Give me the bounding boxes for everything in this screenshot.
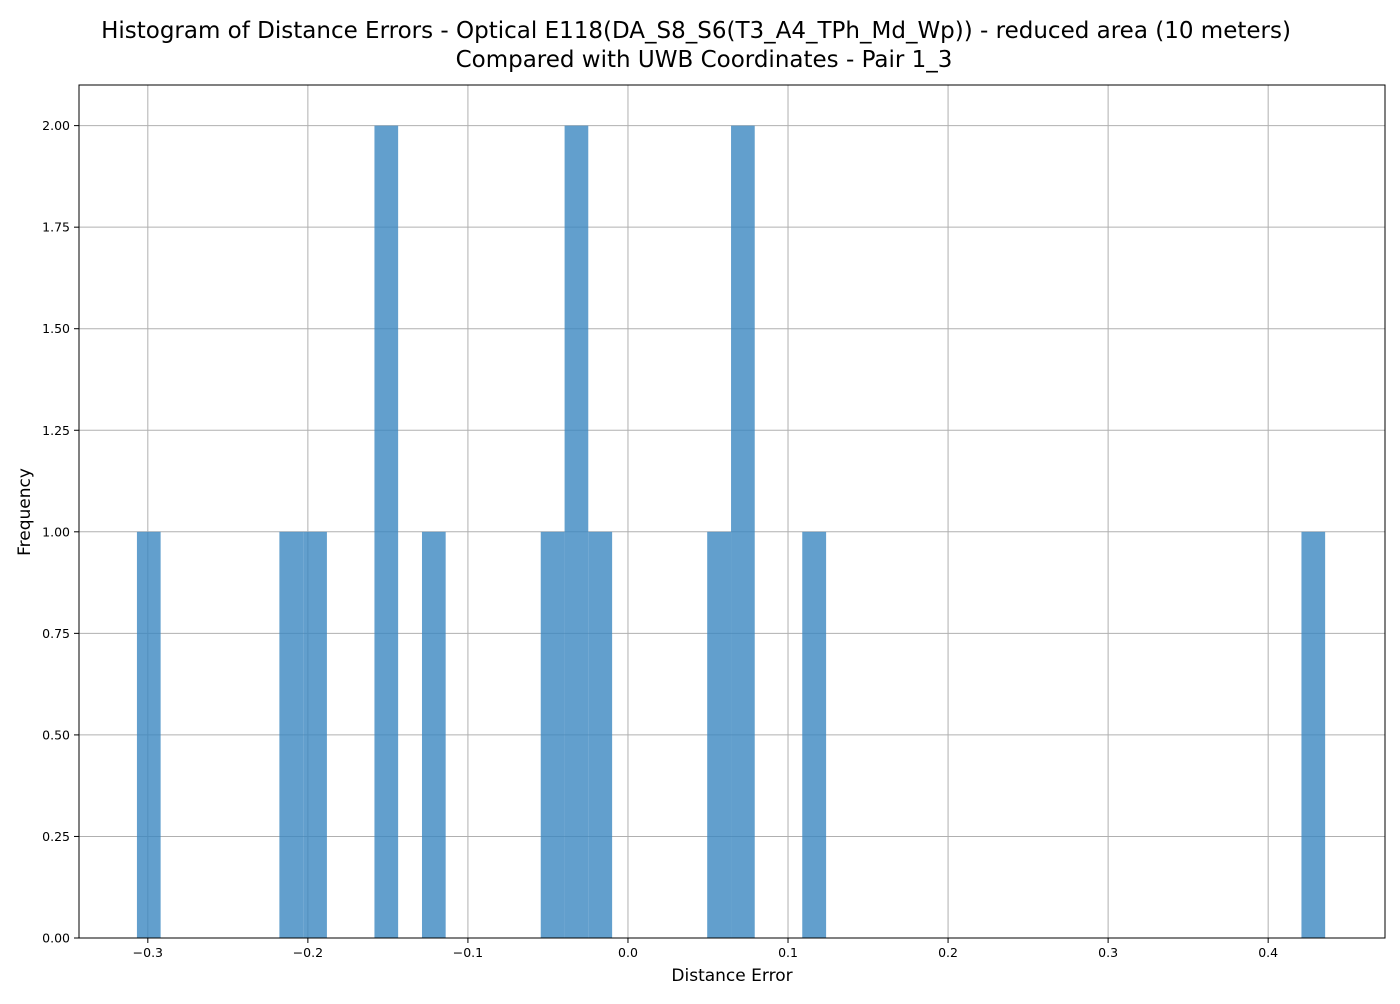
histogram-bar	[564, 125, 589, 939]
histogram-bar	[588, 531, 613, 938]
y-tick-label: 2.00	[42, 118, 70, 133]
histogram-bar	[540, 531, 565, 938]
histogram-bar	[279, 531, 304, 938]
y-tick-label: 1.75	[42, 220, 70, 235]
histogram-bar	[1301, 531, 1326, 938]
chart-subtitle: Compared with UWB Coordinates - Pair 1_3	[456, 47, 953, 73]
histogram-bar	[374, 125, 399, 939]
y-ticks: 0.00 0.25 0.50 0.75 1.00 1.25 1.50 1.75 2.00	[42, 118, 79, 946]
histogram-bar	[707, 531, 732, 938]
bars-layer	[136, 125, 1326, 939]
x-ticks: −0.3 −0.2 −0.1 0.0 0.1 0.2 0.3 0.4	[133, 938, 1278, 960]
histogram-bar	[421, 531, 446, 938]
x-tick-label: −0.3	[133, 945, 163, 960]
x-tick-label: 0.2	[938, 945, 958, 960]
x-tick-label: −0.2	[293, 945, 323, 960]
x-tick-label: 0.0	[618, 945, 638, 960]
y-tick-label: 0.75	[42, 626, 70, 641]
x-tick-label: 0.1	[778, 945, 798, 960]
y-tick-label: 1.25	[42, 423, 70, 438]
plot-frame	[78, 84, 1386, 939]
y-tick-label: 0.25	[42, 829, 70, 844]
histogram-bar	[802, 531, 827, 938]
y-tick-label: 1.50	[42, 321, 70, 336]
x-tick-label: 0.4	[1258, 945, 1278, 960]
x-tick-label: −0.1	[453, 945, 483, 960]
y-tick-label: 0.00	[42, 931, 70, 946]
y-tick-label: 1.00	[42, 524, 70, 539]
chart-title: Histogram of Distance Errors - Optical E…	[101, 18, 1291, 44]
x-tick-label: 0.3	[1098, 945, 1118, 960]
x-axis-label: Distance Error	[671, 966, 792, 986]
histogram-bar	[303, 531, 327, 938]
histogram-bar	[731, 125, 755, 939]
y-tick-label: 0.50	[42, 727, 70, 742]
y-axis-label: Frequency	[15, 468, 35, 556]
histogram-bar	[136, 531, 161, 938]
